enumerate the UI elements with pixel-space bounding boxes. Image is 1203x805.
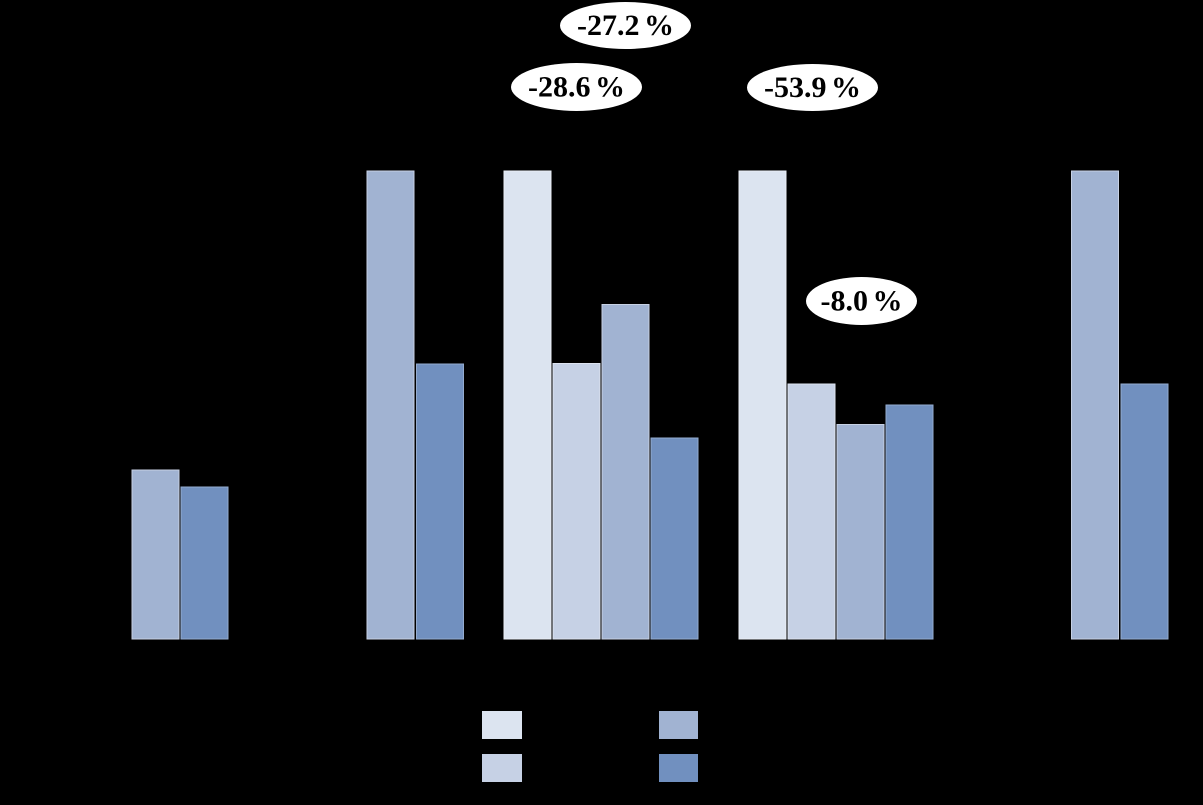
svg-text:-53.9 %: -53.9 % [764,71,861,104]
svg-text:-27.2 %: -27.2 % [577,9,674,42]
svg-text:-8.0 %: -8.0 % [821,285,903,318]
svg-text:-28.6 %: -28.6 % [528,71,625,104]
